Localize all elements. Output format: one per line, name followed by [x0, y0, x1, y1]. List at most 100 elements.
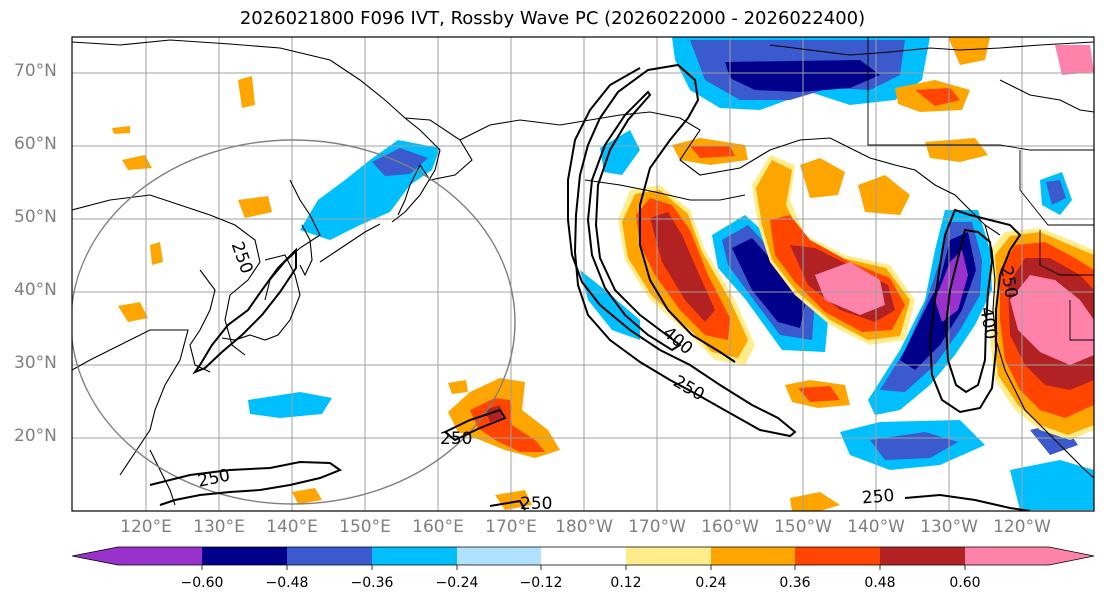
colorbar-bin-3: [287, 547, 372, 565]
lon-label-140w: 140°W: [847, 517, 905, 537]
anomaly-orange-arctic-3: [925, 138, 988, 162]
coast-philippines: [149, 449, 176, 506]
contour-250-north-pacific: [567, 63, 797, 438]
colorbar: [71, 546, 1095, 570]
lat-label-20n: 20°N: [14, 426, 57, 446]
lon-label-140e: 140°E: [266, 517, 318, 537]
coast-aleutians: [584, 179, 746, 201]
lon-label-170e: 170°E: [485, 517, 537, 537]
colorbar-bin-1: [118, 547, 202, 565]
coast-china: [72, 329, 189, 476]
anomaly-blue-central-1: [580, 270, 640, 340]
lon-label-120e: 120°E: [120, 517, 172, 537]
coast-alaska-west: [589, 111, 896, 176]
contour-label-400-coast: 400: [975, 306, 1000, 341]
contour-250-south-central: [904, 493, 1031, 511]
anomaly-orange-arctic-1: [948, 37, 990, 65]
colorbar-tick-label: 0.24: [695, 575, 727, 591]
anomaly-red-south-central: [798, 386, 840, 402]
colorbar-tick-label: −0.60: [180, 575, 224, 591]
coast-japan: [221, 254, 301, 341]
colorbar-bin-10: [880, 547, 965, 565]
borders: [867, 37, 1094, 341]
colorbar-extend-low: [72, 547, 118, 565]
anomaly-orange-west-6: [112, 126, 130, 134]
colorbar-tick-label: 0.36: [779, 575, 811, 591]
lon-label-180w: 180°W: [555, 517, 613, 537]
anomaly-darkred-central-band: [650, 212, 715, 322]
anomaly-orange-east-blob: [800, 158, 845, 198]
anomaly-pink-arctic: [1055, 45, 1094, 75]
anomaly-orange-west-4: [150, 242, 163, 265]
lon-label-120w: 120°W: [993, 517, 1051, 537]
lon-label-160w: 160°W: [701, 517, 759, 537]
coast-westcoast-na: [984, 224, 1094, 479]
contour-250-east-coast: [928, 208, 1022, 414]
contour-label-250-south-central: 250: [861, 486, 895, 509]
chart-title: 2026021800 F096 IVT, Rossby Wave PC (202…: [239, 8, 866, 29]
coast-kamchatka: [391, 117, 441, 223]
lat-label-50n: 50°N: [14, 207, 57, 227]
colorbar-bin-2: [202, 547, 287, 565]
anomaly-orange-west-1: [118, 302, 148, 322]
map-frame: [71, 36, 1095, 512]
contour-400-east-coast: [944, 228, 994, 394]
anomaly-darkred-mid-pacific: [485, 405, 502, 422]
lon-label-130e: 130°E: [193, 517, 245, 537]
colorbar-bin-11: [965, 547, 1049, 565]
colorbar-bin-4: [372, 547, 457, 565]
anomaly-orange-south-bottom: [790, 492, 840, 511]
lat-label-70n: 70°N: [14, 61, 57, 81]
anomaly-pink-big-east: [815, 262, 885, 315]
colorbar-bin-8: [711, 547, 795, 565]
anomaly-pink-east-coast: [1010, 275, 1094, 365]
coast-kurils: [319, 223, 381, 263]
anomaly-orange-west-3: [238, 76, 255, 108]
lon-label-160e: 160°E: [412, 517, 464, 537]
contour-250-japan: [192, 247, 297, 375]
colorbar-tick-label: −0.48: [265, 575, 309, 591]
lat-label-60n: 60°N: [14, 134, 57, 154]
reference-circle: [72, 139, 516, 505]
coast-arctic-north: [769, 41, 1094, 56]
lat-label-30n: 30°N: [14, 353, 57, 373]
ivt-positive-anomalies: [112, 37, 1094, 511]
map-area: 250 400 250 250 250 250 250 400 250: [72, 37, 1094, 514]
lat-label-40n: 40°N: [14, 280, 57, 300]
colorbar-outline: [71, 546, 1095, 566]
anomaly-blue-south-inner: [870, 432, 958, 460]
anomaly-blue-sw-canada-inner: [1046, 180, 1066, 205]
lon-label-150w: 150°W: [774, 517, 832, 537]
lon-label-170w: 170°W: [628, 517, 686, 537]
contour-250-south-bottom: [489, 499, 526, 511]
lon-label-130w: 130°W: [920, 517, 978, 537]
lon-label-150e: 150°E: [339, 517, 391, 537]
coast-chukotka: [459, 119, 591, 141]
coast-siberia: [72, 39, 473, 216]
colorbar-tick-label: −0.12: [519, 575, 563, 591]
colorbar-tick-label: 0.60: [949, 575, 981, 591]
anomaly-red-top-central: [690, 146, 735, 158]
anomaly-navy-mid: [732, 238, 805, 328]
colorbar-extend-high: [1049, 547, 1094, 565]
anomaly-blue-west-pacific: [248, 392, 332, 418]
anomaly-blue-central-2: [600, 130, 640, 175]
graticule: [72, 37, 1094, 511]
coastlines: [72, 39, 1094, 506]
colorbar-tick-label: −0.24: [435, 575, 479, 591]
colorbar-bin-9: [795, 547, 880, 565]
contour-label-250-southwest: 250: [196, 465, 232, 491]
contour-label-250-subtropics: 250: [440, 429, 472, 449]
colorbar-bin-6: [541, 547, 626, 565]
coast-hudson: [999, 79, 1094, 113]
contour-250-subtropics: [443, 408, 507, 442]
ivt-contours: [149, 63, 1031, 511]
colorbar-bin-7: [626, 547, 711, 565]
colorbar-bin-5: [457, 547, 541, 565]
contour-label-250-bottom: 250: [520, 494, 552, 514]
anomaly-blue-se: [1010, 460, 1094, 510]
colorbar-tick-label: 0.12: [610, 575, 642, 591]
contour-400-north-pacific: [586, 90, 682, 352]
coast-manchuria: [72, 194, 261, 356]
